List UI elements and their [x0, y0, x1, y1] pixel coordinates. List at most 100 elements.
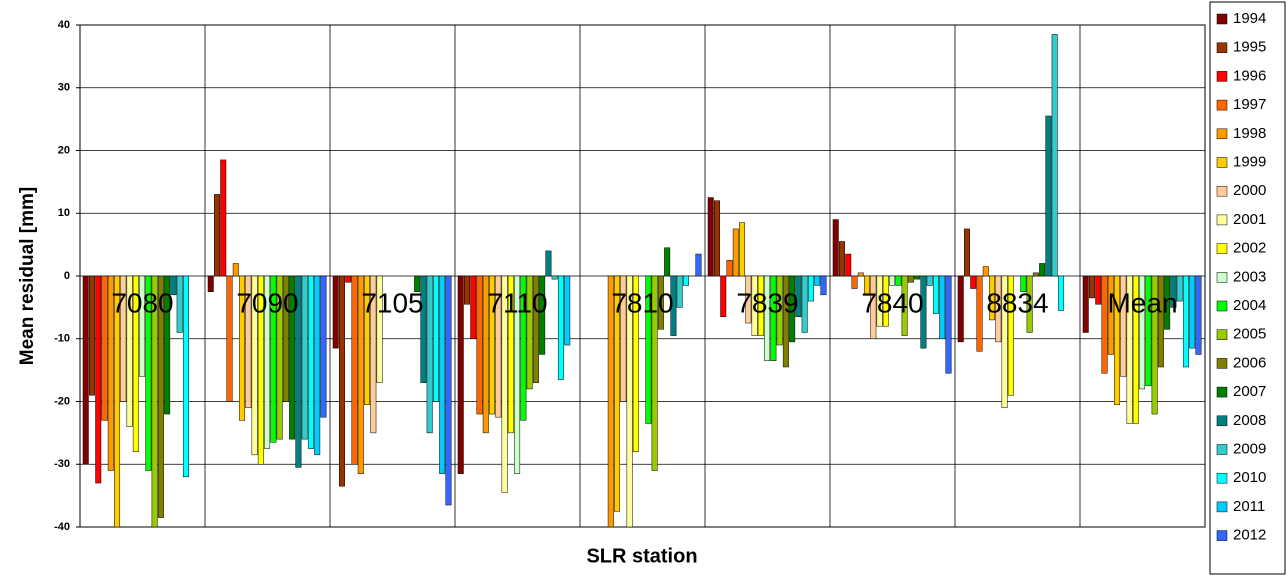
- bar: [514, 275, 521, 474]
- bar: [726, 260, 733, 277]
- bar: [307, 275, 314, 449]
- bar: [745, 275, 752, 324]
- legend-label: 2009: [1233, 440, 1266, 457]
- y-tick-label: 10: [58, 207, 70, 219]
- bar: [839, 241, 845, 277]
- bar: [239, 275, 246, 421]
- bar: [807, 275, 814, 302]
- bar: [232, 263, 239, 277]
- bar: [1189, 275, 1196, 349]
- legend-label: 2002: [1233, 240, 1266, 257]
- bar: [320, 275, 327, 418]
- bar: [132, 275, 139, 452]
- bar: [1182, 275, 1189, 368]
- bar: [107, 275, 114, 471]
- bar: [557, 275, 564, 380]
- bar: [926, 275, 933, 286]
- bar: [1114, 275, 1121, 405]
- bar: [876, 275, 883, 327]
- y-tick-label: -40: [54, 521, 70, 533]
- y-tick-label: 40: [58, 19, 70, 31]
- bar: [482, 275, 489, 434]
- bar: [95, 275, 102, 484]
- bar: [370, 275, 377, 434]
- bar: [995, 275, 1002, 343]
- bar: [1045, 115, 1052, 277]
- legend-swatch: [1216, 99, 1228, 111]
- legend-swatch: [1216, 128, 1228, 140]
- bar: [695, 253, 702, 277]
- bar: [170, 275, 177, 296]
- bar: [139, 275, 146, 377]
- bar: [939, 275, 946, 339]
- bar: [289, 275, 296, 440]
- category-label: 7090: [236, 287, 298, 318]
- category-label: Mean: [1107, 287, 1177, 318]
- bar: [245, 275, 252, 409]
- bar: [1170, 275, 1177, 308]
- bar: [457, 275, 464, 474]
- legend-label: 2006: [1233, 354, 1266, 371]
- bar: [520, 275, 527, 421]
- bar: [657, 275, 664, 330]
- bar: [182, 275, 189, 478]
- legend-label: 2000: [1233, 182, 1266, 199]
- bar: [801, 275, 808, 333]
- bar: [1026, 275, 1033, 333]
- bar: [1195, 275, 1202, 355]
- legend-label: 1994: [1233, 10, 1266, 27]
- bar: [564, 275, 571, 346]
- bar: [982, 266, 989, 277]
- bar: [82, 275, 89, 465]
- bar: [1151, 275, 1158, 415]
- bar: [1107, 275, 1114, 355]
- category-label: 7839: [736, 287, 798, 318]
- bar: [545, 250, 552, 277]
- bar: [157, 275, 164, 518]
- legend-label: 2011: [1233, 498, 1265, 515]
- bar: [214, 194, 220, 277]
- bar: [295, 275, 302, 468]
- bar: [464, 275, 470, 305]
- legend-label: 1998: [1233, 125, 1266, 142]
- bar: [507, 275, 514, 434]
- legend-swatch: [1216, 185, 1228, 197]
- bar: [739, 222, 746, 277]
- legend-swatch: [1216, 358, 1228, 369]
- bar: [357, 275, 364, 474]
- legend-swatch: [1216, 243, 1228, 254]
- bar: [1001, 275, 1008, 409]
- legend-swatch: [1216, 472, 1228, 484]
- bar: [870, 275, 877, 339]
- legend-label: 1999: [1233, 153, 1266, 170]
- bar: [964, 228, 970, 277]
- legend-label: 1996: [1233, 67, 1266, 84]
- bar: [439, 275, 446, 474]
- bar: [176, 275, 183, 333]
- bar: [476, 275, 483, 415]
- legend-swatch: [1216, 501, 1228, 513]
- bar: [489, 275, 496, 415]
- bar: [89, 275, 95, 396]
- bar: [889, 275, 896, 286]
- bar: [789, 275, 796, 343]
- bar: [770, 275, 777, 361]
- bar: [932, 275, 939, 314]
- legend-swatch: [1216, 42, 1228, 53]
- bar: [251, 275, 258, 456]
- legend-label: 2008: [1233, 412, 1266, 429]
- bar: [989, 275, 996, 321]
- bar: [539, 275, 546, 355]
- bar: [101, 275, 108, 421]
- bar: [220, 159, 227, 277]
- bar: [470, 275, 477, 339]
- legend-swatch: [1216, 71, 1228, 82]
- legend-swatch: [1216, 157, 1228, 168]
- bar: [651, 275, 658, 471]
- bar: [882, 275, 889, 327]
- bar: [164, 275, 171, 415]
- legend-swatch: [1216, 444, 1228, 455]
- bar: [1164, 275, 1171, 330]
- bar: [957, 275, 964, 343]
